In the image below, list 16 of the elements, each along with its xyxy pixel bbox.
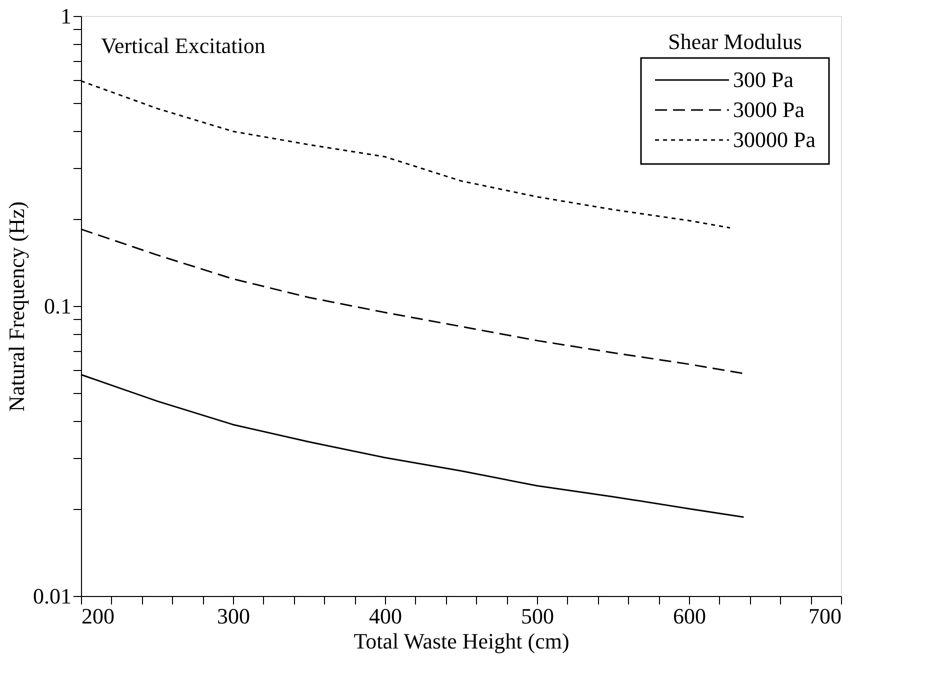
x-tick-label: 200 [82,604,114,628]
x-tick-label: 300 [217,604,250,628]
y-tick-label: 0.1 [44,294,72,318]
x-axis-title: Total Waste Height (cm) [354,628,570,654]
legend-title: Shear Modulus [668,29,802,54]
x-tick-label: 500 [521,604,554,628]
x-tick-label: 700 [808,604,842,628]
x-tick-label: 400 [369,604,402,628]
annotation: Vertical Excitation [101,33,266,58]
x-tick-label: 600 [673,604,706,628]
y-tick-label: 1 [60,4,72,28]
y-tick-label: 0.01 [33,584,72,608]
legend-label: 3000 Pa [733,97,805,122]
legend-label: 30000 Pa [733,127,816,152]
y-axis-title: Natural Frequency (Hz) [4,201,29,412]
legend-label: 300 Pa [733,67,794,92]
